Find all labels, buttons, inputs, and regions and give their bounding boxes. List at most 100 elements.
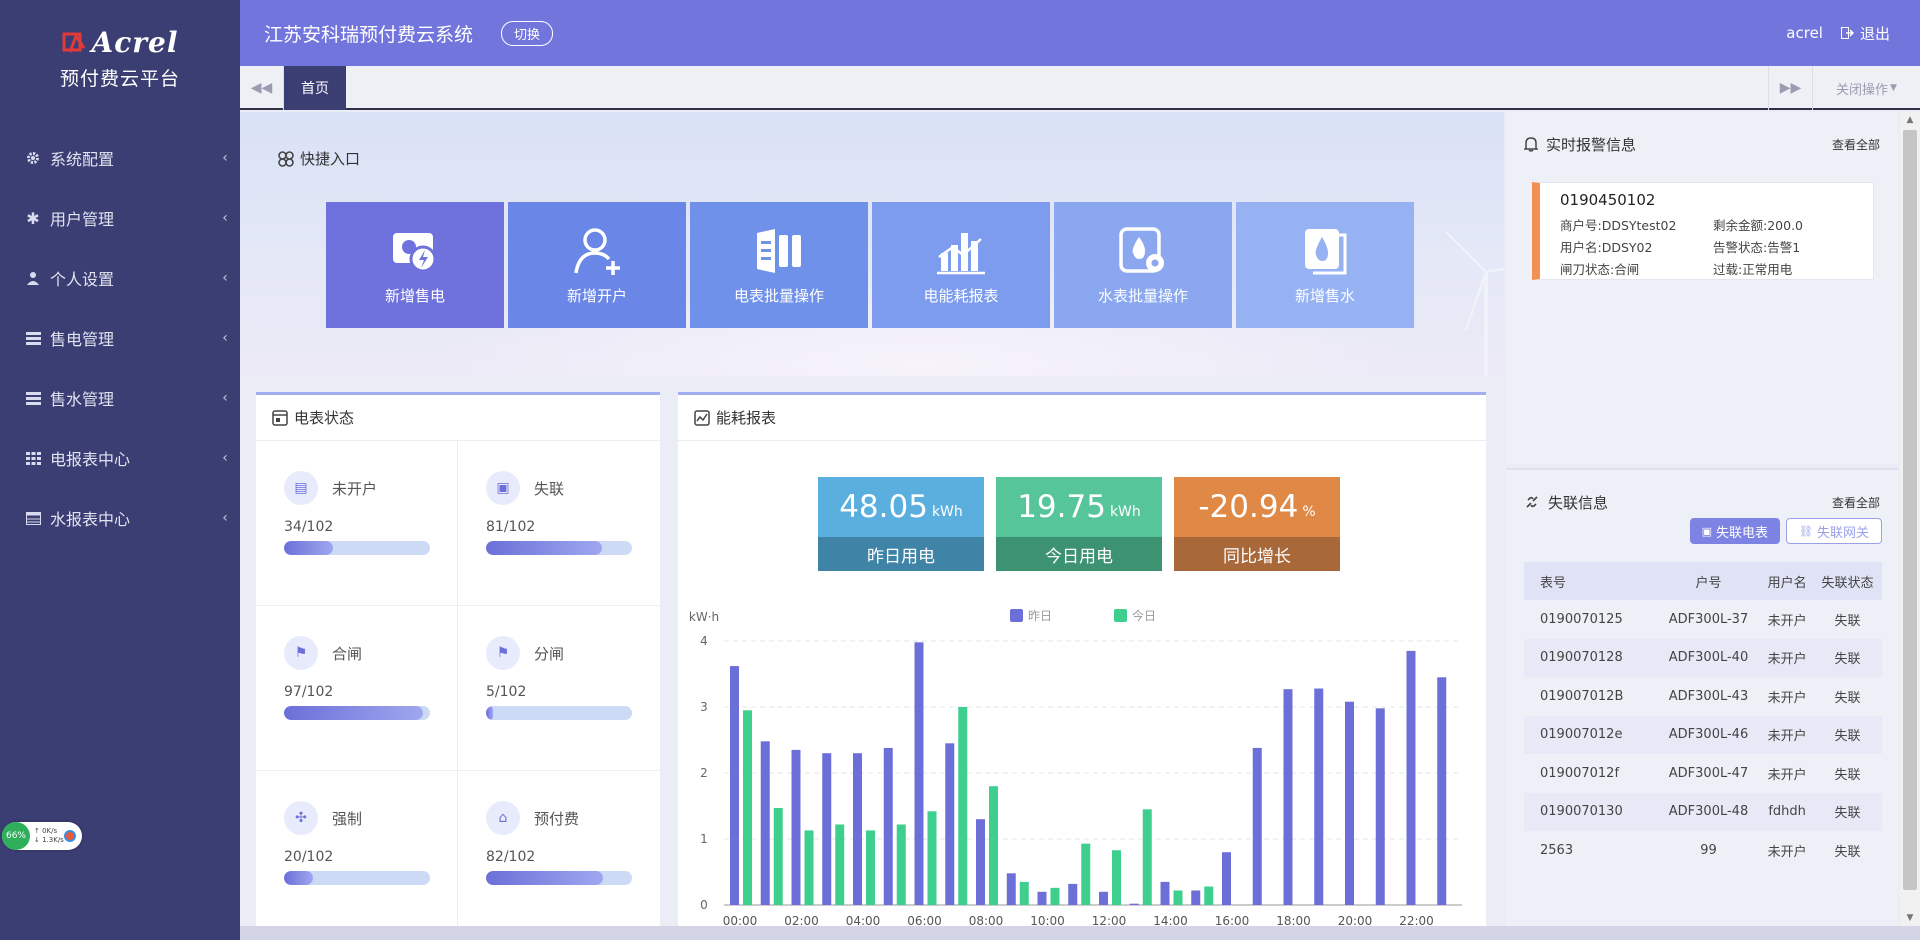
table-row[interactable]: 2563 99 未开户 失联 xyxy=(1524,831,1882,870)
legend-swatch xyxy=(1010,609,1023,622)
meter-stat-lost-connection: ▣ 失联 81/102 xyxy=(458,441,660,606)
brand-logo: Acrel 预付费云平台 xyxy=(0,0,240,110)
meter-stat-progress xyxy=(284,871,430,885)
bar-today xyxy=(1204,886,1214,905)
sidebar-item-water-report-center[interactable]: 水报表中心 ‹ xyxy=(0,488,240,548)
alarm-item[interactable]: 0190450102 商户号:DDSYtest02 剩余金额:200.0 用户名… xyxy=(1532,182,1874,280)
kpi-unit: kWh xyxy=(1109,504,1141,520)
sidebar-item-user-management[interactable]: ✱ 用户管理 ‹ xyxy=(0,188,240,248)
bar-today xyxy=(1112,850,1121,905)
kpi-label: 同比增长 xyxy=(1174,537,1340,571)
sidebar-item-electricity-sales[interactable]: 售电管理 ‹ xyxy=(0,308,240,368)
progress-fill xyxy=(284,871,313,885)
table-cell: 未开户 xyxy=(1761,638,1813,677)
table-row[interactable]: 019007012f ADF300L-47 未开户 失联 xyxy=(1524,754,1882,793)
table-cell: 019007012f xyxy=(1540,765,1620,781)
sidebar-item-water-sales[interactable]: 售水管理 ‹ xyxy=(0,368,240,428)
prepaid-icon: ⌂ xyxy=(486,801,520,835)
alarm-panel: 实时报警信息 查看全部 0190450102 商户号:DDSYtest02 剩余… xyxy=(1506,112,1898,464)
bar-today xyxy=(1142,809,1152,905)
chevron-left-icon: ‹ xyxy=(222,270,228,286)
lost-view-all-link[interactable]: 查看全部 xyxy=(1831,495,1880,510)
tile-new-water-sale[interactable]: 新增售水 xyxy=(1236,202,1414,328)
meter-stat-value: 5/102 xyxy=(486,684,527,700)
table-row[interactable]: 0190070125 ADF300L-37 未开户 失联 xyxy=(1524,600,1882,639)
table-row[interactable]: 019007012B ADF300L-43 未开户 失联 xyxy=(1524,677,1882,716)
vertical-scrollbar[interactable]: ▲ ▼ xyxy=(1900,112,1920,926)
table-row[interactable]: 019007012e ADF300L-46 未开户 失联 xyxy=(1524,715,1882,754)
tab-lost-meters[interactable]: ▣ 失联电表 xyxy=(1689,518,1781,544)
table-icon xyxy=(24,509,42,527)
sidebar-menu: 系统配置 ‹ ✱ 用户管理 ‹ 个人设置 ‹ 售电管理 ‹ 售水管理 ‹ xyxy=(0,128,240,548)
sidebar-item-label: 售水管理 xyxy=(50,390,115,409)
table-row[interactable]: 0190070128 ADF300L-40 未开户 失联 xyxy=(1524,638,1882,677)
table-cell: 未开户 xyxy=(1767,844,1807,860)
username: acrel xyxy=(1786,24,1823,42)
electricity-sale-icon xyxy=(393,232,437,272)
column-header: 失联状态 xyxy=(1812,562,1882,600)
table-row[interactable]: 0190070130 ADF300L-48 fdhdh 失联 xyxy=(1524,792,1882,831)
kpi-label: 今日用电 xyxy=(996,537,1162,571)
x-tick-label: 04:00 xyxy=(846,914,881,926)
alarm-meter-id: 0190450102 xyxy=(1560,191,1656,209)
meter-stat-switch-open: ⚑ 分闸 5/102 xyxy=(458,606,660,771)
tab-scroll-right-button[interactable]: ▶▶ xyxy=(1768,66,1812,110)
sidebar-item-system-config[interactable]: 系统配置 ‹ xyxy=(0,128,240,188)
x-tick-label: 18:00 xyxy=(1276,914,1311,926)
tab-lost-gateways[interactable]: ⛓ 失联网关 xyxy=(1786,518,1882,544)
sidebar-item-label: 用户管理 xyxy=(50,210,115,229)
bar-yesterday xyxy=(791,749,801,905)
table-cell: 2563 xyxy=(1540,842,1574,858)
close-operations-dropdown[interactable]: 关闭操作 ▼ xyxy=(1812,66,1920,110)
tab-scroll-left-button[interactable]: ◀◀ xyxy=(240,66,284,110)
alarm-view-all-link[interactable]: 查看全部 xyxy=(1831,137,1880,152)
tile-label: 新增开户 xyxy=(566,286,627,305)
meter-stat-value: 81/102 xyxy=(486,519,536,535)
switch-button[interactable]: 切换 xyxy=(501,20,554,46)
bar-yesterday xyxy=(1129,903,1139,905)
gear-icon xyxy=(24,149,42,167)
tile-energy-report[interactable]: 电能耗报表 xyxy=(872,202,1050,328)
bar-yesterday xyxy=(976,819,985,905)
table-header-row: 表号 户号 用户名 失联状态 xyxy=(1524,562,1882,600)
tab-home[interactable]: 首页 xyxy=(284,66,346,110)
meter-card-icon xyxy=(272,409,288,426)
switch-open-icon: ⚑ xyxy=(486,636,520,670)
logout-button[interactable]: 退出 xyxy=(1840,23,1890,44)
table-cell: 未开户 xyxy=(1767,613,1807,629)
legend-label: 昨日 xyxy=(1028,609,1052,623)
tile-new-electricity-sale[interactable]: 新增售电 xyxy=(326,202,504,328)
network-speed-widget[interactable]: 66% ↑ 0K/s ↓ 1.3K/s xyxy=(2,822,82,850)
scroll-down-arrow[interactable]: ▼ xyxy=(1906,913,1914,923)
bar-today xyxy=(927,811,937,905)
bar-today xyxy=(804,830,814,905)
x-tick-label: 06:00 xyxy=(907,914,942,926)
meter-stat-label: 预付费 xyxy=(534,809,580,828)
x-tick-label: 08:00 xyxy=(969,914,1004,926)
table-cell: 失联 xyxy=(1834,613,1861,629)
table-cell: fdhdh xyxy=(1761,792,1813,831)
scroll-thumb[interactable] xyxy=(1903,130,1917,890)
y-axis-label: kW·h xyxy=(689,610,719,624)
sidebar-item-personal-settings[interactable]: 个人设置 ‹ xyxy=(0,248,240,308)
alarm-title: 实时报警信息 xyxy=(1546,135,1637,154)
energy-report-card: 能耗报表 48.05 kWh 昨日用电 19.75 kWh 今日用电 -20.94%… xyxy=(678,392,1486,926)
bar-yesterday xyxy=(1068,883,1078,905)
table-cell: 失联 xyxy=(1812,792,1882,831)
scroll-up-arrow[interactable]: ▲ xyxy=(1906,115,1914,125)
tab-lost-meters-label: 失联电表 xyxy=(1716,525,1769,541)
tile-water-meter-batch-operation[interactable]: 水表批量操作 xyxy=(1054,202,1232,328)
tile-meter-batch-operation[interactable]: 电表批量操作 xyxy=(690,202,868,328)
quick-tiles: 新增售电 新增开户 电表批量操作 电能耗报表 水表批量操作 xyxy=(326,202,1414,328)
bar-yesterday xyxy=(730,666,739,905)
column-header: 用户名 xyxy=(1761,562,1813,600)
sidebar-item-electric-report-center[interactable]: 电报表中心 ‹ xyxy=(0,428,240,488)
sidebar-item-label: 系统配置 xyxy=(50,150,115,169)
kpi-row: 48.05 kWh 昨日用电 19.75 kWh 今日用电 -20.94% 同比增长 xyxy=(818,477,1340,571)
kpi-unit: kWh xyxy=(931,504,963,520)
bar-chart-icon xyxy=(937,232,985,274)
bar-yesterday xyxy=(1006,873,1016,905)
tile-new-account[interactable]: 新增开户 xyxy=(508,202,686,328)
alarm-field: 商户号:DDSYtest02 xyxy=(1560,218,1677,233)
meter-stat-label: 分闸 xyxy=(534,644,565,663)
